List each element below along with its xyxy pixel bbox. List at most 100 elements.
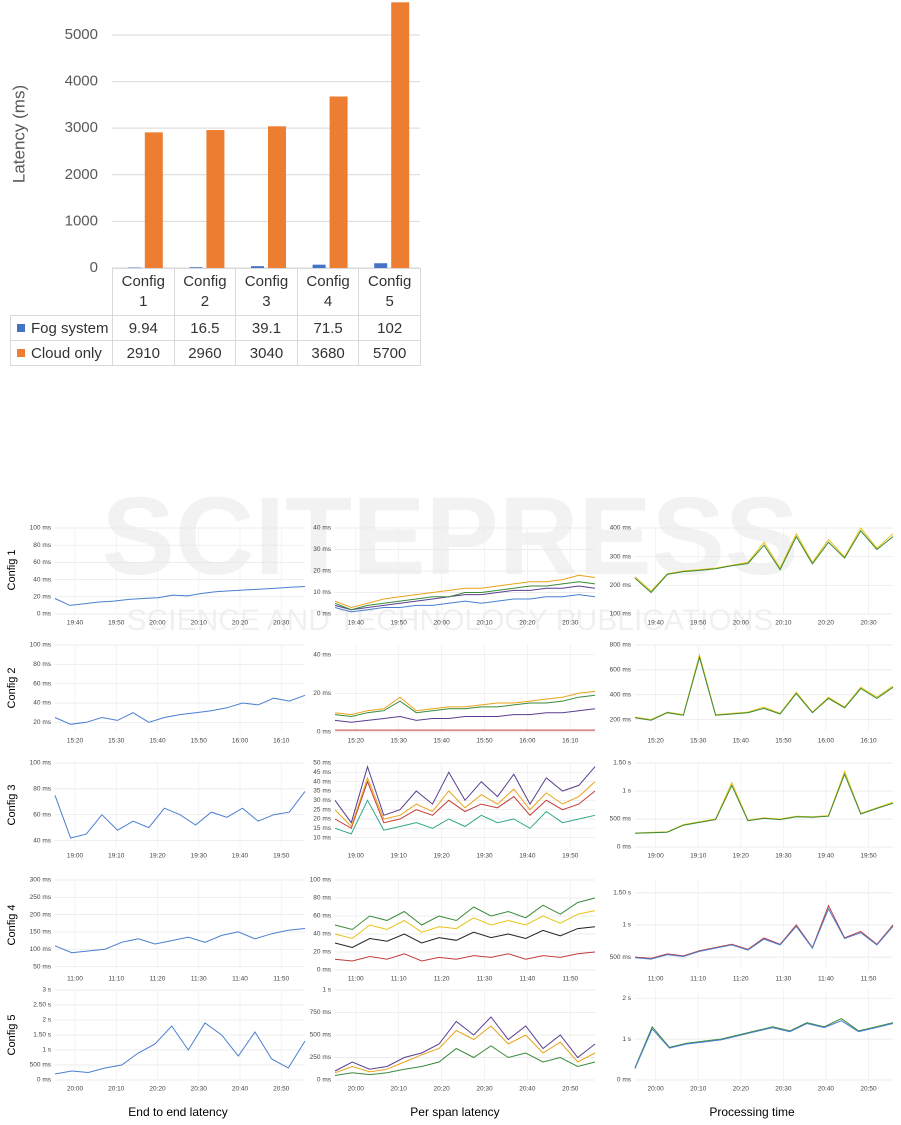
x-tick-label: 20:00 [348, 1086, 365, 1093]
x-tick-label: 19:10 [108, 853, 125, 860]
y-tick-label: 20 ms [33, 594, 51, 601]
x-tick-label: 20:40 [818, 1086, 835, 1093]
table-value: 3040 [235, 340, 298, 366]
x-tick-label: 11:10 [391, 976, 407, 983]
x-tick-label: 19:50 [273, 853, 290, 860]
legend-label: Cloud only [31, 344, 102, 362]
y-tick-label: 20 ms [33, 719, 51, 726]
x-tick-label: 20:30 [476, 1086, 493, 1093]
y-tick-label: 30 ms [313, 546, 331, 553]
table-value: 3680 [296, 340, 360, 366]
table-value: 2960 [173, 340, 237, 366]
line-series [334, 776, 596, 828]
line-series [334, 799, 596, 835]
line-series [334, 574, 596, 609]
x-tick-label: 11:20 [150, 976, 166, 983]
line-series [334, 951, 596, 962]
x-tick-label: 16:10 [562, 738, 579, 745]
x-tick-label: 11:20 [733, 976, 749, 983]
line-series [634, 1020, 894, 1069]
watermark-subtitle: SCIENCE AND TECHNOLOGY PUBLICATIONS [127, 604, 774, 637]
y-tick-label: 80 ms [313, 895, 331, 902]
y-tick-label: 60 ms [33, 680, 51, 687]
y-tick-label: 35 ms [313, 788, 331, 795]
line-series [334, 765, 596, 824]
line-series [334, 594, 596, 613]
x-tick-label: 20:20 [433, 1086, 450, 1093]
x-tick-label: 20:00 [733, 620, 750, 627]
x-tick-label: 20:30 [562, 620, 579, 627]
line-series [334, 581, 596, 611]
x-tick-label: 19:40 [232, 853, 249, 860]
y-tick-label: 2.50 s [33, 1002, 51, 1009]
x-tick-label: 20:10 [775, 620, 792, 627]
x-tick-label: 20:10 [108, 1086, 125, 1093]
y-tick-label: 40 ms [313, 931, 331, 938]
y-tick-label: 0 ms [37, 1077, 52, 1084]
y-tick-label: 1 s [322, 987, 331, 994]
x-tick-label: 19:40 [818, 853, 835, 860]
category-label: Config 4 [306, 273, 350, 310]
x-tick-label: 20:30 [860, 620, 877, 627]
y-tick-label: 40 ms [33, 576, 51, 583]
table-header-cell: Config 1 [112, 268, 175, 316]
y-tick-label: 400 ms [610, 691, 632, 698]
x-tick-label: 20:00 [433, 620, 450, 627]
x-tick-label: 20:10 [391, 1086, 408, 1093]
row-label: Config 4 [6, 905, 18, 946]
x-tick-label: 11:00 [67, 976, 83, 983]
y-tick-label: 0 ms [317, 1077, 332, 1084]
x-tick-label: 20:30 [273, 620, 290, 627]
y-tick-label: 600 ms [610, 667, 632, 674]
y-tick-label: 250 ms [310, 1054, 332, 1061]
y-tick-label: 1 s [622, 1036, 631, 1043]
y-tick-label: 200 ms [610, 716, 632, 723]
line-series [634, 772, 894, 834]
table-value: 102 [358, 315, 421, 341]
y-tick-label: 25 ms [313, 806, 331, 813]
x-tick-label: 15:20 [647, 738, 664, 745]
y-tick-label: 3000 [65, 119, 98, 136]
table-header-cell: Config 2 [173, 268, 237, 316]
bar [251, 266, 264, 268]
x-tick-label: 19:40 [348, 620, 365, 627]
y-tick-label: 1.50 s [613, 890, 631, 897]
bar [268, 126, 286, 268]
x-tick-label: 19:20 [433, 853, 450, 860]
line-series [634, 904, 894, 959]
x-tick-label: 11:40 [818, 976, 834, 983]
y-tick-label: 15 ms [313, 825, 331, 832]
x-tick-label: 20:30 [775, 1086, 792, 1093]
y-tick-label: 60 ms [313, 913, 331, 920]
x-tick-label: 11:20 [434, 976, 450, 983]
y-tick-label: 4000 [65, 73, 98, 90]
y-tick-label: 200 ms [610, 582, 632, 589]
x-tick-label: 20:50 [273, 1086, 290, 1093]
line-series [634, 907, 894, 960]
x-tick-label: 19:30 [775, 853, 792, 860]
x-tick-label: 19:10 [690, 853, 707, 860]
x-tick-label: 20:40 [232, 1086, 249, 1093]
y-tick-label: 1000 [65, 212, 98, 229]
x-tick-label: 19:10 [391, 853, 408, 860]
x-tick-label: 19:00 [67, 853, 84, 860]
y-tick-label: 1 s [42, 1047, 51, 1054]
y-tick-label: 60 ms [33, 559, 51, 566]
bar [189, 267, 203, 268]
x-tick-label: 20:10 [476, 620, 493, 627]
watermark: SCITEPRESS [102, 475, 799, 598]
x-tick-label: 16:10 [273, 738, 290, 745]
y-tick-label: 80 ms [33, 661, 51, 668]
y-tick-label: 1 s [622, 788, 631, 795]
y-tick-label: 300 ms [30, 877, 52, 884]
legend-swatch [17, 349, 25, 357]
y-tick-label: 500 ms [610, 954, 632, 961]
y-tick-label: 50 ms [313, 760, 331, 767]
y-tick-label: 10 ms [313, 834, 331, 841]
y-tick-label: 100 ms [310, 877, 332, 884]
y-tick-label: 2000 [65, 166, 98, 183]
y-tick-label: 2 s [622, 995, 631, 1002]
x-tick-label: 20:30 [191, 1086, 208, 1093]
